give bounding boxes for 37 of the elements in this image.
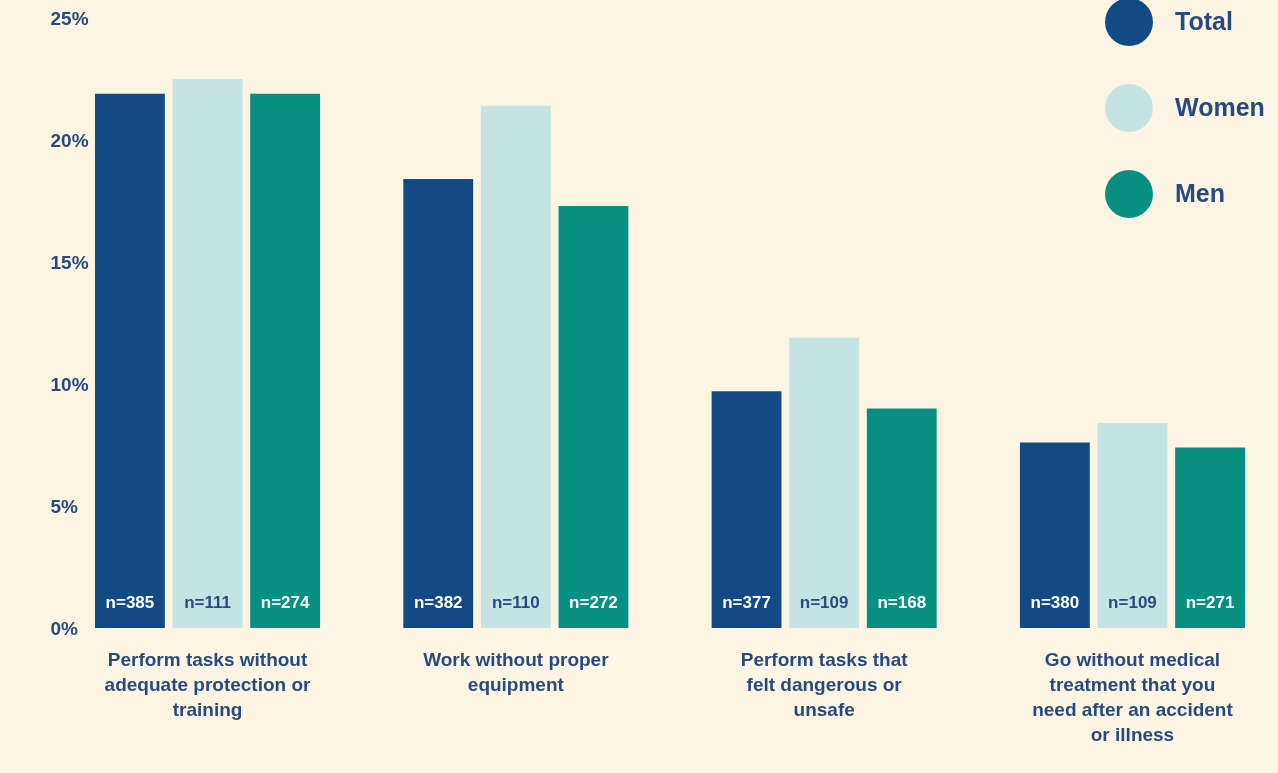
annotation: n=109 <box>799 593 849 612</box>
x-tick-label: Perform tasks that felt dangerous or unsafe <box>740 648 909 720</box>
legend-label: Women <box>1175 93 1265 121</box>
annotation: n=274 <box>260 593 311 612</box>
y-tick-label: 5% <box>50 495 79 517</box>
annotation: n=168 <box>877 593 927 612</box>
bar <box>866 408 937 628</box>
y-tick-label: 15% <box>50 251 89 273</box>
y-tick-label: 0% <box>50 617 79 639</box>
annotation: n=271 <box>1185 593 1235 612</box>
x-tick-label: Perform tasks without adequate protection or training <box>104 648 312 720</box>
bar <box>1175 447 1245 628</box>
annotation: n=272 <box>569 593 618 612</box>
y-tick-label: 25% <box>50 7 89 29</box>
annotation: n=382 <box>413 593 463 612</box>
legend-label: Men <box>1175 179 1225 207</box>
annotation: n=111 <box>184 593 231 612</box>
legend-label: Total <box>1175 7 1233 35</box>
bar <box>789 337 860 628</box>
x-tick-label: Work without proper equipment <box>423 648 610 695</box>
bar <box>558 205 629 628</box>
annotation: n=385 <box>105 593 155 612</box>
bar <box>1097 423 1168 628</box>
bar <box>172 79 243 628</box>
y-tick-label: 20% <box>50 129 89 151</box>
bar <box>403 179 474 628</box>
bar <box>250 93 321 628</box>
annotation: n=380 <box>1030 593 1080 612</box>
annotation: n=110 <box>491 593 540 612</box>
y-tick-label: 10% <box>50 373 89 395</box>
bar <box>95 93 165 628</box>
bar <box>1019 442 1090 628</box>
annotation: n=109 <box>1108 593 1157 612</box>
x-tick-label: Go without medical treatment that you need after an accident or illness <box>1032 648 1234 745</box>
bar <box>480 105 551 628</box>
bar <box>711 391 782 628</box>
annotation: n=377 <box>722 593 771 612</box>
